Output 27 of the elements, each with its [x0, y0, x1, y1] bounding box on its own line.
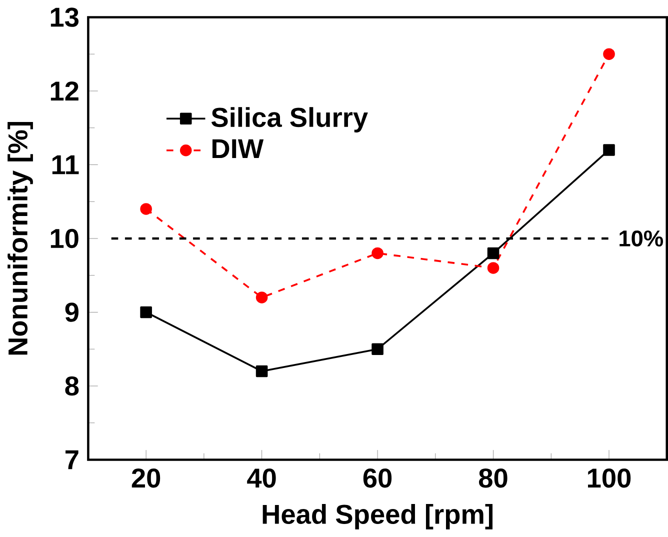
- y-tick-label: 8: [65, 376, 79, 396]
- x-axis-title: Head Speed [rpm]: [262, 504, 492, 530]
- y-tick-label: 10: [50, 228, 78, 248]
- x-tick-label: 60: [363, 468, 392, 488]
- ref-line-label: 10%: [620, 230, 664, 247]
- point: [140, 306, 152, 318]
- x-tick-label: 40: [247, 468, 276, 488]
- legend-label: Silica Slurry: [211, 107, 368, 133]
- legend-label: DIW: [212, 139, 264, 158]
- point: [487, 262, 500, 274]
- x-tick-label: 80: [478, 468, 508, 488]
- x-tick-label: 20: [132, 468, 160, 488]
- y-tick-label: 12: [50, 82, 78, 101]
- point: [487, 247, 500, 260]
- point: [603, 48, 615, 60]
- y-tick-label: 9: [65, 302, 78, 322]
- point: [603, 144, 615, 156]
- point: [256, 365, 268, 378]
- x-tick-label: 100: [588, 468, 631, 488]
- y-tick-label: 11: [52, 155, 79, 174]
- point: [256, 292, 268, 304]
- point: [372, 247, 384, 260]
- y-axis-title: Nonuniformity [%]: [8, 122, 33, 355]
- point: [140, 203, 152, 215]
- y-tick-label: 13: [50, 8, 79, 27]
- point: [372, 343, 384, 356]
- y-tick-label: 7: [66, 450, 78, 470]
